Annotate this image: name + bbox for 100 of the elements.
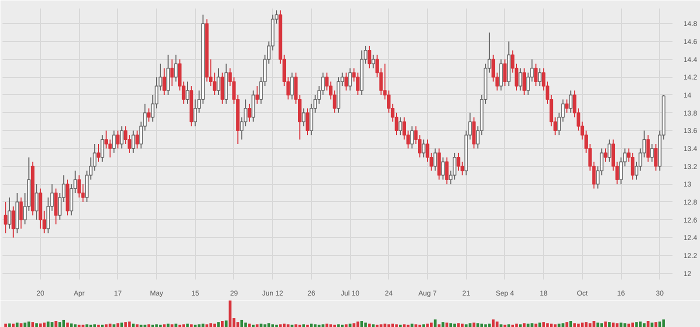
candlestick [216,68,220,96]
bar [627,324,630,327]
bar [16,322,19,327]
bar [310,324,313,327]
bar [642,323,646,327]
candlestick [135,130,139,149]
bar [449,323,452,327]
bar [384,324,386,327]
bar [534,324,538,327]
bar [213,324,216,327]
bar [550,324,553,327]
bar [662,319,665,327]
candlestick [12,206,16,238]
bar [356,322,360,327]
bar [573,323,576,327]
candlestick [132,130,136,154]
candlestick [410,126,414,149]
candlestick [630,152,634,180]
bar [202,324,204,327]
bar [438,324,440,327]
candlestick [92,144,96,172]
candlestick [252,90,256,122]
bar [166,324,170,327]
bar [112,324,116,327]
bar [538,322,542,327]
bar [460,324,464,327]
bar [279,324,282,327]
bar [220,321,224,327]
bar [24,322,26,327]
bar [426,324,429,327]
bar [577,324,580,327]
candlestick [70,184,74,216]
candlestick [100,134,104,162]
bar [592,321,596,327]
bar [337,324,340,327]
bar [395,324,398,327]
candlestick [302,108,306,127]
candlestick [394,112,398,136]
candlestick [472,116,476,149]
bar [8,323,11,327]
candlestick [433,148,437,172]
bar [236,322,240,327]
candlestick [81,184,85,202]
candlestick [348,68,352,92]
bar [430,322,433,327]
bar [588,323,592,327]
candlestick [212,72,216,96]
bar [50,322,54,327]
bar [186,324,189,327]
bar [348,324,352,327]
bar [170,324,174,327]
bar [562,323,564,327]
bar [410,324,414,327]
bar [322,324,324,327]
bar [46,322,50,327]
candlestick [255,86,259,104]
bar [484,324,487,327]
bar [174,324,178,327]
bar [604,322,607,327]
bar [360,321,364,327]
bar [39,323,42,327]
bar [240,320,244,327]
candlestick [522,68,526,96]
candlestick [54,188,58,225]
bar [600,323,604,327]
candlestick [398,116,402,136]
bar [368,324,371,327]
bar [244,322,247,327]
candlestick [220,72,224,104]
bar [445,322,448,327]
bar [132,324,135,327]
candlestick [116,130,120,149]
bar [468,323,472,327]
bar [27,322,30,327]
candlestick [568,90,572,114]
candlestick [646,134,650,162]
candlestick [445,156,449,185]
bar [650,322,654,327]
bar [108,324,112,327]
bar [620,322,622,327]
candlestick [244,98,248,127]
bar [558,324,560,327]
bar [584,322,588,327]
candlestick [441,156,445,180]
bar [639,322,642,327]
bar [580,322,584,327]
candlestick [166,54,170,96]
bar [526,324,530,327]
bar [515,324,518,327]
candlestick [306,108,310,136]
bar [364,322,367,327]
bar [282,324,286,327]
candlestick [186,81,190,104]
candlestick [344,72,348,92]
bar [380,324,382,327]
candlestick [372,54,376,69]
candlestick [4,201,8,234]
bar [596,322,600,327]
bar [542,322,545,327]
bar [492,319,495,327]
